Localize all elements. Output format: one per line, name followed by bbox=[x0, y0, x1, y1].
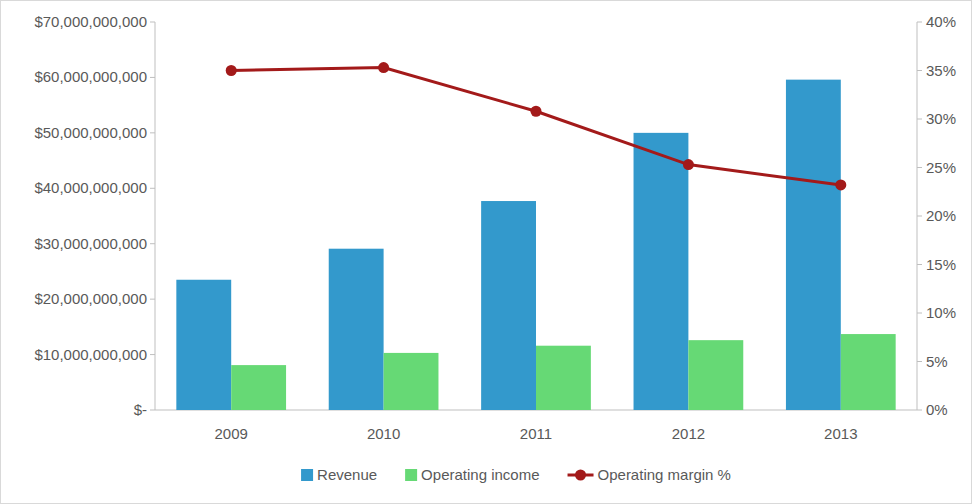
line bbox=[231, 68, 841, 185]
y2-tick bbox=[917, 216, 922, 217]
marker bbox=[226, 65, 237, 76]
bar bbox=[786, 80, 841, 410]
y-tick bbox=[150, 188, 155, 189]
y-tick bbox=[150, 22, 155, 23]
y2-tick bbox=[917, 313, 922, 314]
legend-label: Revenue bbox=[317, 466, 377, 483]
y2-tick-label: 15% bbox=[926, 256, 956, 273]
y-tick bbox=[150, 410, 155, 411]
bar bbox=[536, 346, 591, 410]
y-tick bbox=[150, 77, 155, 78]
legend: Revenue Operating income Operating margin … bbox=[301, 466, 731, 483]
y-tick-label: $50,000,000,000 bbox=[34, 124, 147, 141]
y2-tick bbox=[917, 22, 922, 23]
y2-tick bbox=[917, 167, 922, 168]
y2-tick bbox=[917, 119, 922, 120]
bar bbox=[329, 249, 384, 410]
bar bbox=[231, 365, 286, 410]
y-tick-label: $- bbox=[134, 401, 147, 418]
y-tick-label: $10,000,000,000 bbox=[34, 346, 147, 363]
y-tick-label: $60,000,000,000 bbox=[34, 68, 147, 85]
x-tick-label: 2011 bbox=[520, 425, 552, 442]
x-tick-label: 2012 bbox=[672, 425, 705, 442]
y-tick bbox=[150, 354, 155, 355]
y2-tick-label: 25% bbox=[926, 159, 956, 176]
y2-tick-label: 40% bbox=[926, 13, 956, 30]
y-tick-label: $40,000,000,000 bbox=[34, 179, 147, 196]
frame bbox=[1, 1, 972, 504]
y2-tick-label: 10% bbox=[926, 304, 956, 321]
bar bbox=[688, 340, 743, 410]
y-tick-label: $70,000,000,000 bbox=[34, 13, 147, 30]
y-tick bbox=[150, 243, 155, 244]
bar bbox=[634, 133, 689, 410]
y-axis-line bbox=[155, 22, 156, 410]
y2-tick-label: 20% bbox=[926, 207, 956, 224]
y-tick bbox=[150, 132, 155, 133]
legend-label: Operating income bbox=[421, 466, 539, 483]
bar bbox=[841, 334, 896, 410]
y2-tick-label: 5% bbox=[926, 353, 948, 370]
x-tick-label: 2009 bbox=[215, 425, 248, 442]
y2-tick-label: 0% bbox=[926, 401, 948, 418]
plot-marks bbox=[176, 62, 895, 410]
y2-tick bbox=[917, 410, 922, 411]
y-tick-label: $30,000,000,000 bbox=[34, 235, 147, 252]
y2-tick bbox=[917, 70, 922, 71]
bar bbox=[176, 280, 231, 410]
marker bbox=[378, 62, 389, 73]
legend-swatch bbox=[405, 469, 417, 481]
bar bbox=[384, 353, 439, 410]
legend-label: Operating margin % bbox=[598, 466, 731, 483]
y-tick bbox=[150, 299, 155, 300]
bar bbox=[481, 201, 536, 410]
chart: $- $10,000,000,000 $20,000,000,000 $30,000,… bbox=[0, 0, 972, 504]
x-tick-label: 2010 bbox=[367, 425, 400, 442]
y2-tick bbox=[917, 361, 922, 362]
legend-swatch bbox=[575, 470, 586, 481]
marker bbox=[683, 159, 694, 170]
legend-swatch bbox=[301, 469, 313, 481]
y-tick-label: $20,000,000,000 bbox=[34, 290, 147, 307]
y2-tick bbox=[917, 264, 922, 265]
marker bbox=[835, 179, 846, 190]
y2-tick-label: 30% bbox=[926, 110, 956, 127]
y2-tick-label: 35% bbox=[926, 62, 956, 79]
x-tick-label: 2013 bbox=[824, 425, 857, 442]
marker bbox=[531, 106, 542, 117]
